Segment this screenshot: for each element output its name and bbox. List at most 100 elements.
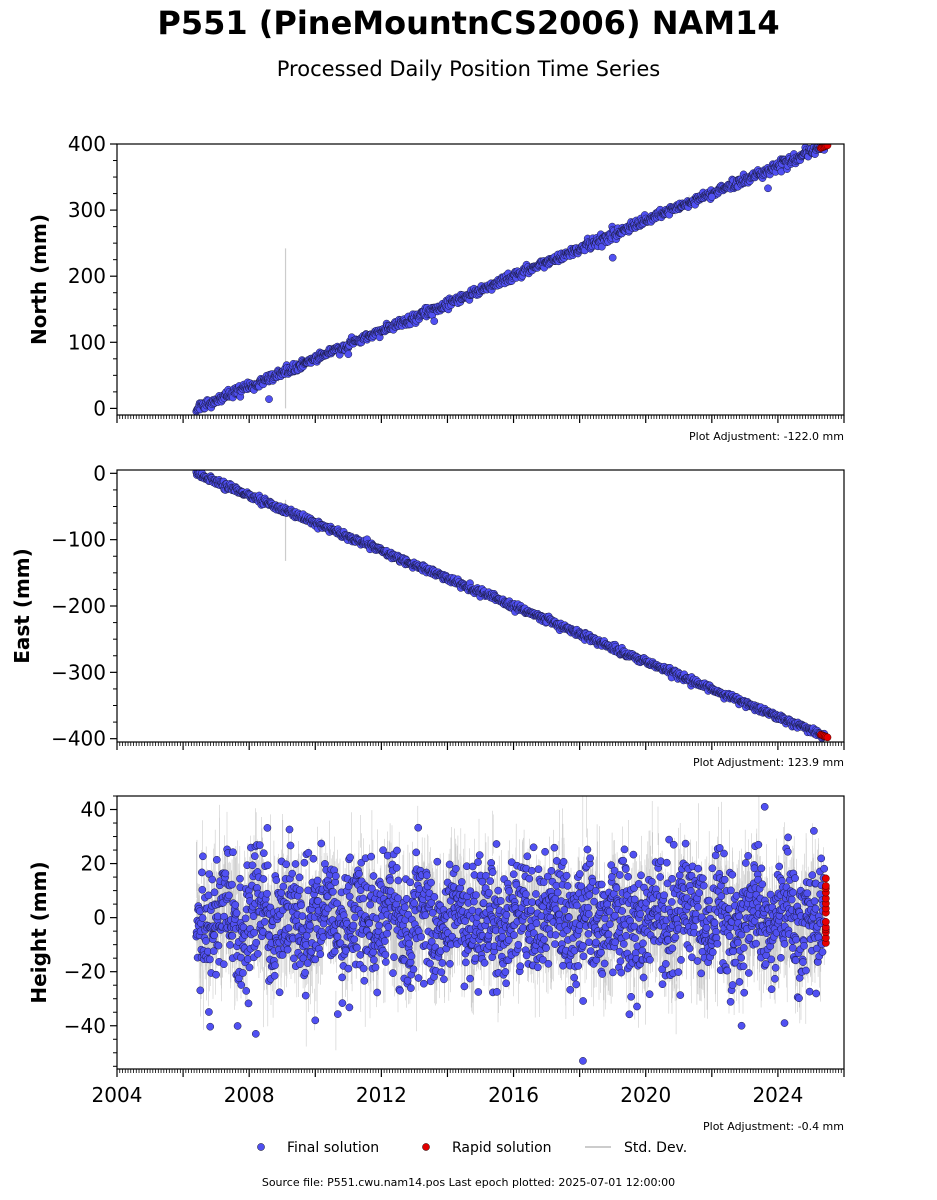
final-point	[346, 853, 354, 862]
final-point	[225, 891, 233, 900]
final-point	[534, 865, 543, 874]
final-point	[708, 864, 717, 873]
final-point	[329, 887, 337, 896]
final-point	[584, 910, 593, 918]
final-point	[341, 946, 350, 955]
final-point	[369, 872, 378, 880]
final-point	[764, 184, 772, 193]
final-point	[625, 1010, 634, 1019]
final-point	[699, 881, 708, 890]
final-point	[713, 939, 722, 948]
final-point	[565, 913, 573, 922]
final-point	[298, 912, 307, 920]
final-point	[744, 969, 753, 977]
final-point	[390, 953, 398, 961]
final-point	[757, 864, 766, 873]
final-point	[394, 876, 403, 885]
final-point	[760, 802, 769, 811]
final-point	[637, 871, 645, 880]
y-tick-label: −40	[64, 1014, 106, 1038]
y-axis-label: East (mm)	[10, 548, 34, 664]
final-point	[284, 924, 293, 932]
final-point	[409, 965, 418, 974]
final-point	[624, 872, 632, 881]
final-point	[621, 865, 630, 873]
final-point	[241, 914, 250, 923]
final-point	[780, 1019, 789, 1027]
final-point	[304, 848, 313, 857]
final-point	[231, 901, 240, 909]
y-tick-label: 200	[68, 264, 106, 288]
final-point	[533, 963, 542, 972]
data-layer	[192, 796, 830, 1065]
final-point	[430, 893, 439, 901]
final-point	[299, 954, 308, 963]
final-point	[734, 938, 742, 947]
final-point	[384, 923, 393, 931]
final-point	[697, 969, 706, 978]
y-tick-label: −20	[64, 960, 106, 984]
final-point	[775, 862, 784, 871]
final-point	[475, 851, 484, 859]
final-point	[221, 869, 230, 878]
final-point	[656, 873, 665, 881]
final-point	[270, 971, 279, 980]
final-point	[414, 974, 423, 982]
final-point	[586, 947, 595, 955]
final-point	[206, 955, 214, 964]
final-point	[316, 950, 325, 959]
final-point	[457, 878, 466, 886]
final-point	[645, 990, 654, 999]
plot-adjustment-note: Plot Adjustment: 123.9 mm	[693, 756, 844, 769]
final-point	[263, 861, 272, 870]
final-point	[739, 944, 748, 952]
panel-east: −400 −300 −200 −100 0 East (mm) Plot Adjustmen…	[10, 461, 845, 769]
y-tick-label: −400	[51, 727, 106, 751]
final-point	[393, 846, 401, 855]
final-point	[365, 919, 374, 928]
final-point	[606, 920, 614, 929]
final-point	[303, 959, 312, 968]
final-point	[528, 866, 536, 875]
final-point	[579, 997, 587, 1005]
final-point	[470, 897, 478, 906]
final-point	[205, 1008, 213, 1016]
final-point	[598, 970, 607, 978]
final-point	[369, 948, 378, 957]
final-point	[729, 947, 738, 956]
final-point	[708, 948, 717, 957]
final-point	[627, 992, 635, 1001]
final-point	[381, 958, 390, 966]
final-point	[501, 968, 510, 976]
final-point	[723, 966, 732, 975]
final-point	[615, 871, 624, 879]
final-point	[412, 848, 421, 857]
final-point	[349, 921, 358, 930]
final-point	[353, 943, 361, 952]
final-point	[695, 889, 704, 897]
final-point	[317, 839, 326, 848]
final-point	[817, 854, 826, 863]
final-point	[375, 921, 383, 930]
final-point	[609, 968, 617, 977]
final-point	[694, 903, 702, 911]
final-point	[345, 1003, 354, 1012]
final-point	[671, 933, 680, 942]
final-point	[301, 991, 310, 1000]
final-point	[579, 952, 588, 961]
final-point	[249, 912, 258, 921]
final-point	[597, 880, 606, 889]
final-point	[639, 939, 647, 948]
final-point	[574, 962, 583, 970]
y-tick-label: 0	[93, 906, 106, 930]
final-point	[720, 875, 729, 884]
final-point	[406, 878, 415, 887]
final-point	[658, 980, 667, 989]
final-point	[226, 941, 234, 949]
final-point	[373, 988, 382, 997]
y-tick-label: 0	[93, 461, 106, 485]
final-point	[198, 914, 207, 922]
final-point	[286, 841, 295, 850]
